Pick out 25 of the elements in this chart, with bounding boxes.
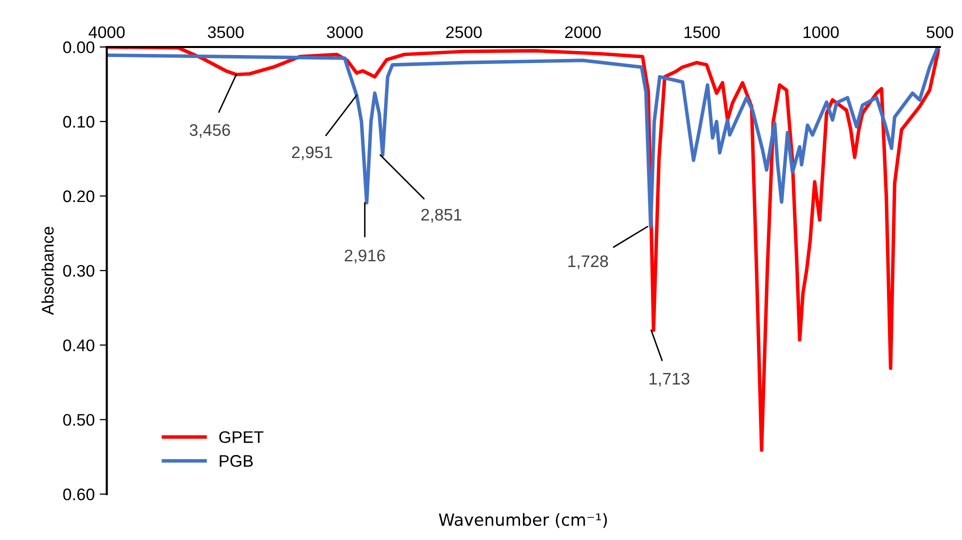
x-tick-label: 2000 (565, 26, 601, 38)
x-tick-label: 3000 (326, 26, 363, 38)
x-tick-label: 500 (926, 26, 954, 38)
x-tick-label: 1000 (804, 26, 839, 38)
y-tick-label: 0.50 (63, 414, 94, 426)
x-tick-label: 4000 (88, 26, 125, 38)
y-tick-label: 0.00 (63, 41, 94, 54)
annotation: 1,728 (568, 255, 608, 270)
y-tick-label: 0.40 (63, 339, 94, 352)
annotation: 1,713 (650, 372, 690, 387)
x-axis-title: Wavenumber (cm⁻¹) (438, 513, 607, 528)
annotation: 2,951 (292, 146, 332, 160)
x-tick-label: 3500 (208, 26, 244, 38)
annotation: 2,916 (344, 250, 385, 264)
y-axis-title: Absorbance (41, 226, 54, 315)
y-tick-label: 0.30 (63, 264, 94, 277)
legend-label: PGB (220, 455, 253, 467)
x-tick-label: 1500 (684, 26, 720, 38)
y-tick-label: 0.20 (63, 190, 94, 202)
x-tick-label: 2500 (446, 26, 482, 38)
annotation: 3,456 (190, 124, 230, 138)
annotation: 2,851 (421, 208, 462, 223)
legend-label: GPET (219, 431, 264, 443)
y-tick-label: 0.10 (63, 116, 94, 128)
y-tick-label: 0.60 (63, 488, 94, 500)
